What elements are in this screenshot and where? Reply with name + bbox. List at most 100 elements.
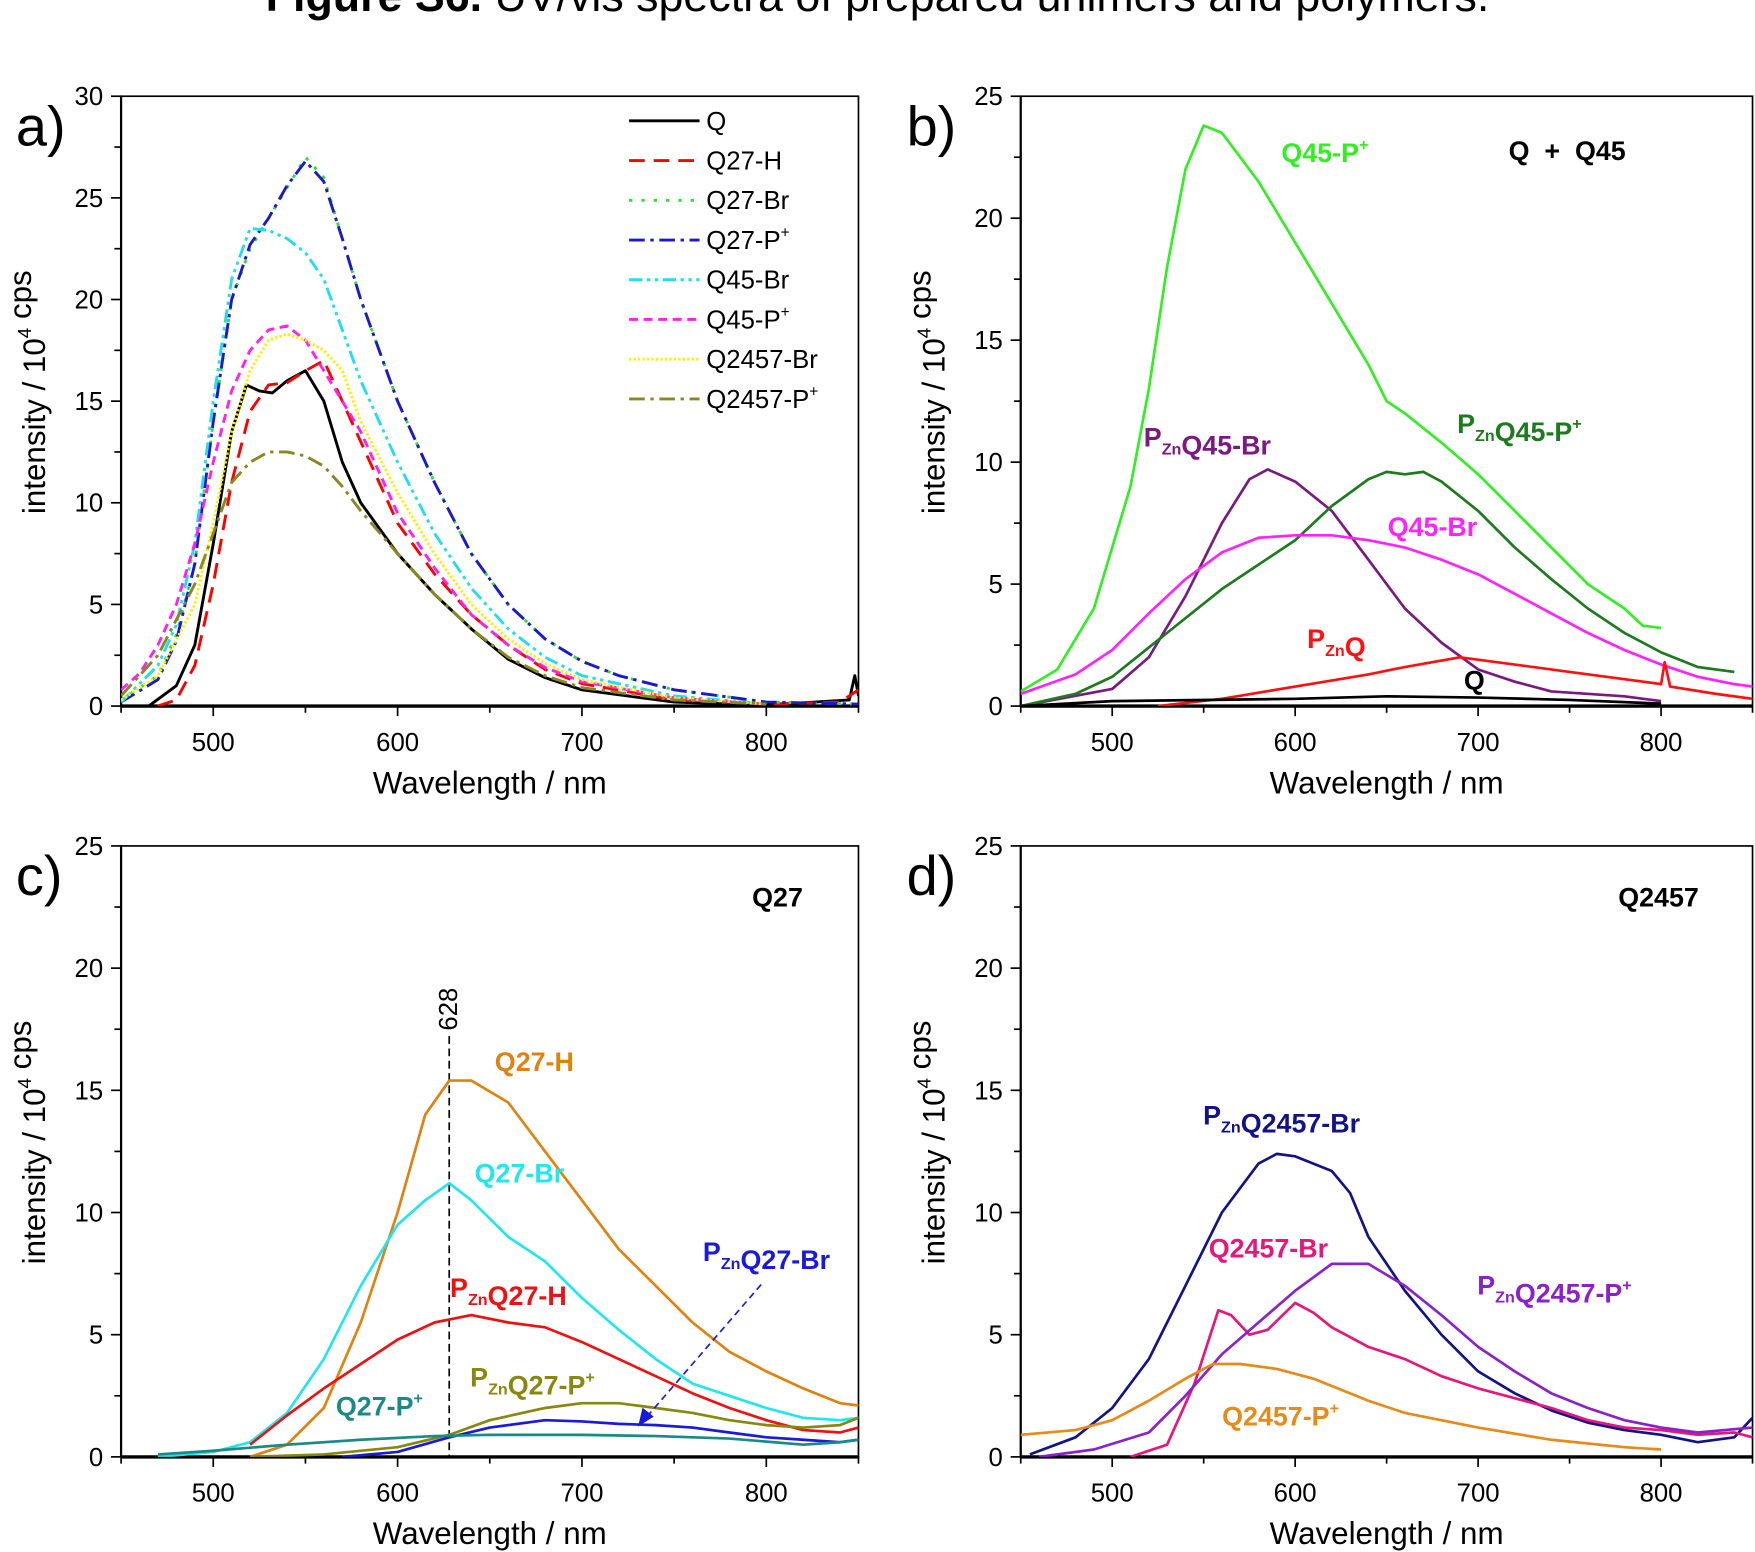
superscript: + xyxy=(781,304,790,321)
y-tick-label: 5 xyxy=(989,571,1003,599)
text-run: Q2457-Br xyxy=(1209,1234,1329,1264)
text-run: P xyxy=(1457,409,1475,439)
series-annotation: Q xyxy=(1464,665,1485,695)
series-line-q45-p xyxy=(1020,124,1662,693)
y-tick-label: 5 xyxy=(89,591,103,619)
text-run: Q27-H xyxy=(495,1047,574,1077)
series-line-q2457-p xyxy=(121,450,767,706)
series-annotation: Q45-Br xyxy=(1388,512,1478,542)
legend-entry: Q27-P+ xyxy=(706,224,789,255)
x-tick-label: 600 xyxy=(1274,729,1317,757)
text-run: Q27-Br xyxy=(475,1159,565,1189)
x-tick-label: 500 xyxy=(192,1480,235,1508)
series-line-q27-p xyxy=(157,1433,859,1456)
series-annotation: Q27-P+ xyxy=(336,1389,423,1421)
series-line-pznq45-p xyxy=(1020,470,1735,707)
y-axis-label: intensity / 104 cps xyxy=(3,1021,52,1265)
y-tick-label: 10 xyxy=(75,1199,104,1227)
y-tick-label: 25 xyxy=(75,833,104,861)
x-tick-label: 700 xyxy=(560,729,603,757)
series-line-pznq2457-p xyxy=(1038,1262,1753,1457)
x-tick-label: 700 xyxy=(1457,1480,1500,1508)
series-annotation: Q27-Br xyxy=(475,1159,565,1189)
y-axis-label: intensity / 104 cps xyxy=(903,270,952,514)
y-tick-label: 15 xyxy=(974,327,1003,355)
y-tick-label: 20 xyxy=(974,205,1003,233)
subscript: Zn xyxy=(721,1255,741,1273)
series-annotation: PZnQ2457-Br xyxy=(1203,1101,1361,1139)
text-run: P xyxy=(703,1237,721,1267)
text-run: P xyxy=(1307,624,1325,654)
text-run: Q27-Br xyxy=(741,1245,831,1275)
panel-label: c) xyxy=(16,844,63,907)
text-run: Q27-P xyxy=(508,1370,586,1400)
superscript: + xyxy=(809,383,818,400)
x-tick-label: 600 xyxy=(376,729,419,757)
plot-frame xyxy=(120,845,860,1458)
y-tick-label: 0 xyxy=(89,693,103,721)
y-tick-label: 10 xyxy=(75,490,104,518)
series-line-pznq xyxy=(1157,655,1753,707)
y-tick-label: 20 xyxy=(75,955,104,983)
text-run: Q27-P xyxy=(336,1391,414,1421)
legend-entry: Q xyxy=(706,108,726,136)
superscript: + xyxy=(414,1389,423,1407)
series-line-q27-br xyxy=(157,1181,859,1457)
series-line-q2457-br xyxy=(1130,1301,1753,1457)
series-line-q27-h xyxy=(157,359,859,707)
text-run: P xyxy=(450,1273,468,1303)
x-tick-label: 700 xyxy=(1457,729,1500,757)
text-run: intensity / 10 xyxy=(917,338,952,514)
text-run: Q27-H xyxy=(488,1281,567,1311)
legend-entry: Q27-Br xyxy=(706,187,789,215)
text-run: intensity / 10 xyxy=(17,338,52,514)
superscript: 4 xyxy=(914,328,935,338)
superscript: + xyxy=(1330,1399,1339,1417)
superscript: 4 xyxy=(14,1078,35,1088)
x-tick-label: 600 xyxy=(1274,1480,1317,1508)
panel-label: a) xyxy=(16,94,66,157)
series-annotation: Q45-P+ xyxy=(1281,136,1368,168)
y-tick-label: 10 xyxy=(974,449,1003,477)
text-run: Q2457-P xyxy=(706,386,809,414)
text-run: Q2457-P xyxy=(1222,1402,1329,1432)
superscript: + xyxy=(781,224,790,241)
series-line-q27-p xyxy=(121,159,859,706)
series-line-q xyxy=(1020,694,1662,707)
y-tick-label: 5 xyxy=(89,1322,103,1350)
series-annotation: PZnQ27-H xyxy=(450,1273,567,1311)
y-tick-label: 30 xyxy=(75,83,104,111)
y-tick-label: 25 xyxy=(974,833,1003,861)
y-tick-label: 10 xyxy=(974,1199,1003,1227)
subscript: Zn xyxy=(1325,642,1345,660)
text-run: Q2457-P xyxy=(1515,1279,1622,1309)
y-tick-label: 25 xyxy=(974,83,1003,111)
y-tick-label: 15 xyxy=(75,388,104,416)
x-tick-label: 500 xyxy=(1091,1480,1134,1508)
panel-a: 500 600 700 800 0 5 10 15 20 25 30 Wavelength / nm i… xyxy=(3,83,860,800)
superscript: + xyxy=(1622,1277,1631,1295)
legend-entry: Q2457-P+ xyxy=(706,383,818,414)
panel-note: Q2457 xyxy=(1618,882,1699,912)
y-axis-label: intensity / 104 cps xyxy=(903,1021,952,1265)
legend-entry: Q45-Br xyxy=(706,267,789,295)
text-run: intensity / 10 xyxy=(17,1088,52,1264)
x-axis-label: Wavelength / nm xyxy=(1270,1516,1504,1551)
series-line-q27-h xyxy=(249,1079,859,1457)
series-annotation: Q2457-P+ xyxy=(1222,1399,1339,1431)
superscript: + xyxy=(1359,136,1368,154)
text-run: Q45-P xyxy=(1495,417,1573,447)
y-tick-label: 5 xyxy=(989,1322,1003,1350)
text-run: cps xyxy=(3,1021,38,1078)
text-run: cps xyxy=(3,270,38,327)
superscript: 4 xyxy=(14,328,35,338)
x-tick-label: 500 xyxy=(192,729,235,757)
text-run: Q45-Br xyxy=(1388,512,1478,542)
legend-entry: Q45-P+ xyxy=(706,304,789,335)
subscript: Zn xyxy=(1221,1119,1241,1137)
panel-note: Q27 xyxy=(752,882,803,912)
y-tick-label: 0 xyxy=(989,1444,1003,1472)
series-line-q45-br xyxy=(121,226,767,706)
x-axis-label: Wavelength / nm xyxy=(1270,765,1504,800)
text-run: P xyxy=(1144,422,1162,452)
